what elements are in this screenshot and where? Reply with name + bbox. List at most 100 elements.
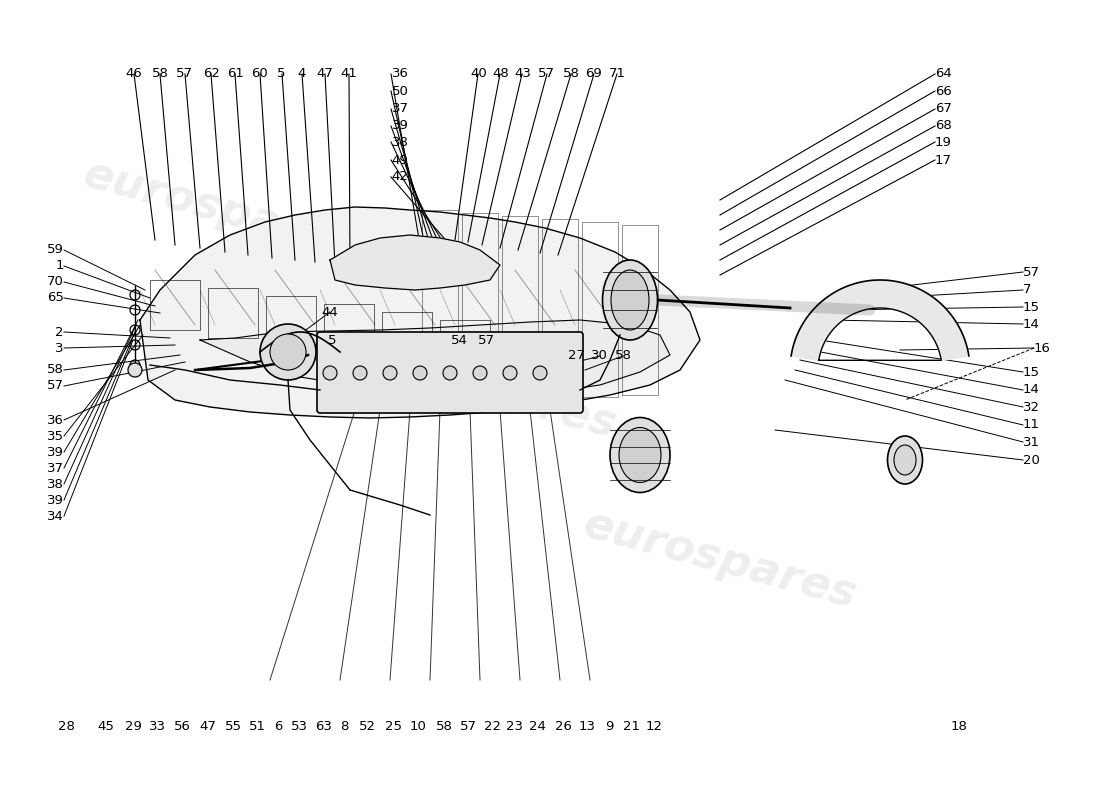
Circle shape: [270, 334, 306, 370]
Text: 71: 71: [608, 67, 626, 80]
Text: 14: 14: [1023, 318, 1040, 330]
Text: 27: 27: [568, 350, 585, 362]
Text: 12: 12: [646, 720, 663, 733]
Text: 61: 61: [227, 67, 244, 80]
Circle shape: [412, 366, 427, 380]
FancyBboxPatch shape: [317, 332, 583, 413]
Text: 40: 40: [470, 67, 487, 80]
Text: 28: 28: [57, 720, 75, 733]
Text: 62: 62: [202, 67, 220, 80]
Text: 24: 24: [529, 720, 547, 733]
Text: 67: 67: [935, 102, 952, 115]
Text: 57: 57: [477, 334, 495, 346]
Text: 18: 18: [950, 720, 968, 733]
Ellipse shape: [894, 445, 916, 475]
Text: 15: 15: [1023, 366, 1040, 378]
Text: 5: 5: [328, 334, 337, 346]
Text: 58: 58: [562, 67, 580, 80]
Text: 68: 68: [935, 119, 952, 132]
Text: eurospares: eurospares: [339, 333, 622, 447]
Text: 51: 51: [249, 720, 266, 733]
Text: 47: 47: [199, 720, 217, 733]
Text: 49: 49: [392, 154, 408, 166]
Text: 13: 13: [579, 720, 596, 733]
Circle shape: [353, 366, 367, 380]
Polygon shape: [330, 235, 500, 290]
Circle shape: [128, 363, 142, 377]
Text: 15: 15: [1023, 301, 1040, 314]
Text: eurospares: eurospares: [579, 503, 861, 617]
Circle shape: [323, 366, 337, 380]
Text: 57: 57: [176, 67, 194, 80]
Text: 25: 25: [385, 720, 403, 733]
Text: 58: 58: [47, 363, 64, 376]
Ellipse shape: [610, 270, 649, 330]
Text: 57: 57: [1023, 266, 1040, 278]
Text: 14: 14: [1023, 383, 1040, 396]
Text: 39: 39: [47, 494, 64, 506]
Text: 42: 42: [392, 170, 408, 183]
Text: 35: 35: [47, 430, 64, 442]
Text: 11: 11: [1023, 418, 1040, 431]
Text: 55: 55: [224, 720, 242, 733]
Text: 39: 39: [392, 119, 408, 132]
Text: 26: 26: [554, 720, 572, 733]
Text: 54: 54: [451, 334, 469, 346]
Text: 65: 65: [47, 291, 64, 304]
Text: 39: 39: [47, 446, 64, 458]
Text: 37: 37: [392, 102, 408, 115]
Text: 36: 36: [392, 67, 408, 80]
Text: 7: 7: [1023, 283, 1032, 296]
Text: eurospares: eurospares: [78, 153, 362, 267]
Text: 70: 70: [47, 275, 64, 288]
Text: 45: 45: [97, 720, 114, 733]
Text: 38: 38: [392, 136, 408, 149]
Text: 43: 43: [514, 67, 531, 80]
Text: 38: 38: [47, 478, 64, 490]
Circle shape: [534, 366, 547, 380]
Text: 58: 58: [436, 720, 453, 733]
Text: 1: 1: [55, 259, 64, 272]
Text: 46: 46: [125, 67, 143, 80]
Text: 64: 64: [935, 67, 952, 80]
Text: 50: 50: [392, 85, 408, 98]
Text: 37: 37: [47, 462, 64, 474]
Polygon shape: [140, 207, 700, 418]
Text: 52: 52: [359, 720, 376, 733]
Text: 17: 17: [935, 154, 952, 166]
Text: 4: 4: [297, 67, 306, 80]
Text: 6: 6: [274, 720, 283, 733]
Text: 57: 57: [460, 720, 477, 733]
Circle shape: [383, 366, 397, 380]
Text: 66: 66: [935, 85, 952, 98]
Text: 10: 10: [409, 720, 427, 733]
Text: 5: 5: [277, 67, 286, 80]
Text: 36: 36: [47, 414, 64, 426]
Text: 19: 19: [935, 136, 952, 149]
Text: 48: 48: [492, 67, 509, 80]
Text: 3: 3: [55, 342, 64, 354]
Text: 20: 20: [1023, 454, 1040, 466]
Text: 22: 22: [484, 720, 502, 733]
Polygon shape: [791, 280, 969, 360]
Text: 23: 23: [506, 720, 524, 733]
Text: 31: 31: [1023, 436, 1040, 449]
Circle shape: [473, 366, 487, 380]
Ellipse shape: [603, 260, 658, 340]
Ellipse shape: [610, 418, 670, 493]
Text: 29: 29: [124, 720, 142, 733]
Text: 57: 57: [538, 67, 556, 80]
Text: 41: 41: [340, 67, 358, 80]
Text: 30: 30: [591, 350, 608, 362]
Text: 58: 58: [152, 67, 169, 80]
Text: 56: 56: [174, 720, 191, 733]
Circle shape: [503, 366, 517, 380]
Text: 57: 57: [47, 379, 64, 392]
Text: 59: 59: [47, 243, 64, 256]
Text: 44: 44: [321, 306, 339, 318]
Text: 9: 9: [605, 720, 614, 733]
Text: 69: 69: [585, 67, 603, 80]
Text: 8: 8: [340, 720, 349, 733]
Text: 53: 53: [290, 720, 308, 733]
Text: 34: 34: [47, 510, 64, 522]
